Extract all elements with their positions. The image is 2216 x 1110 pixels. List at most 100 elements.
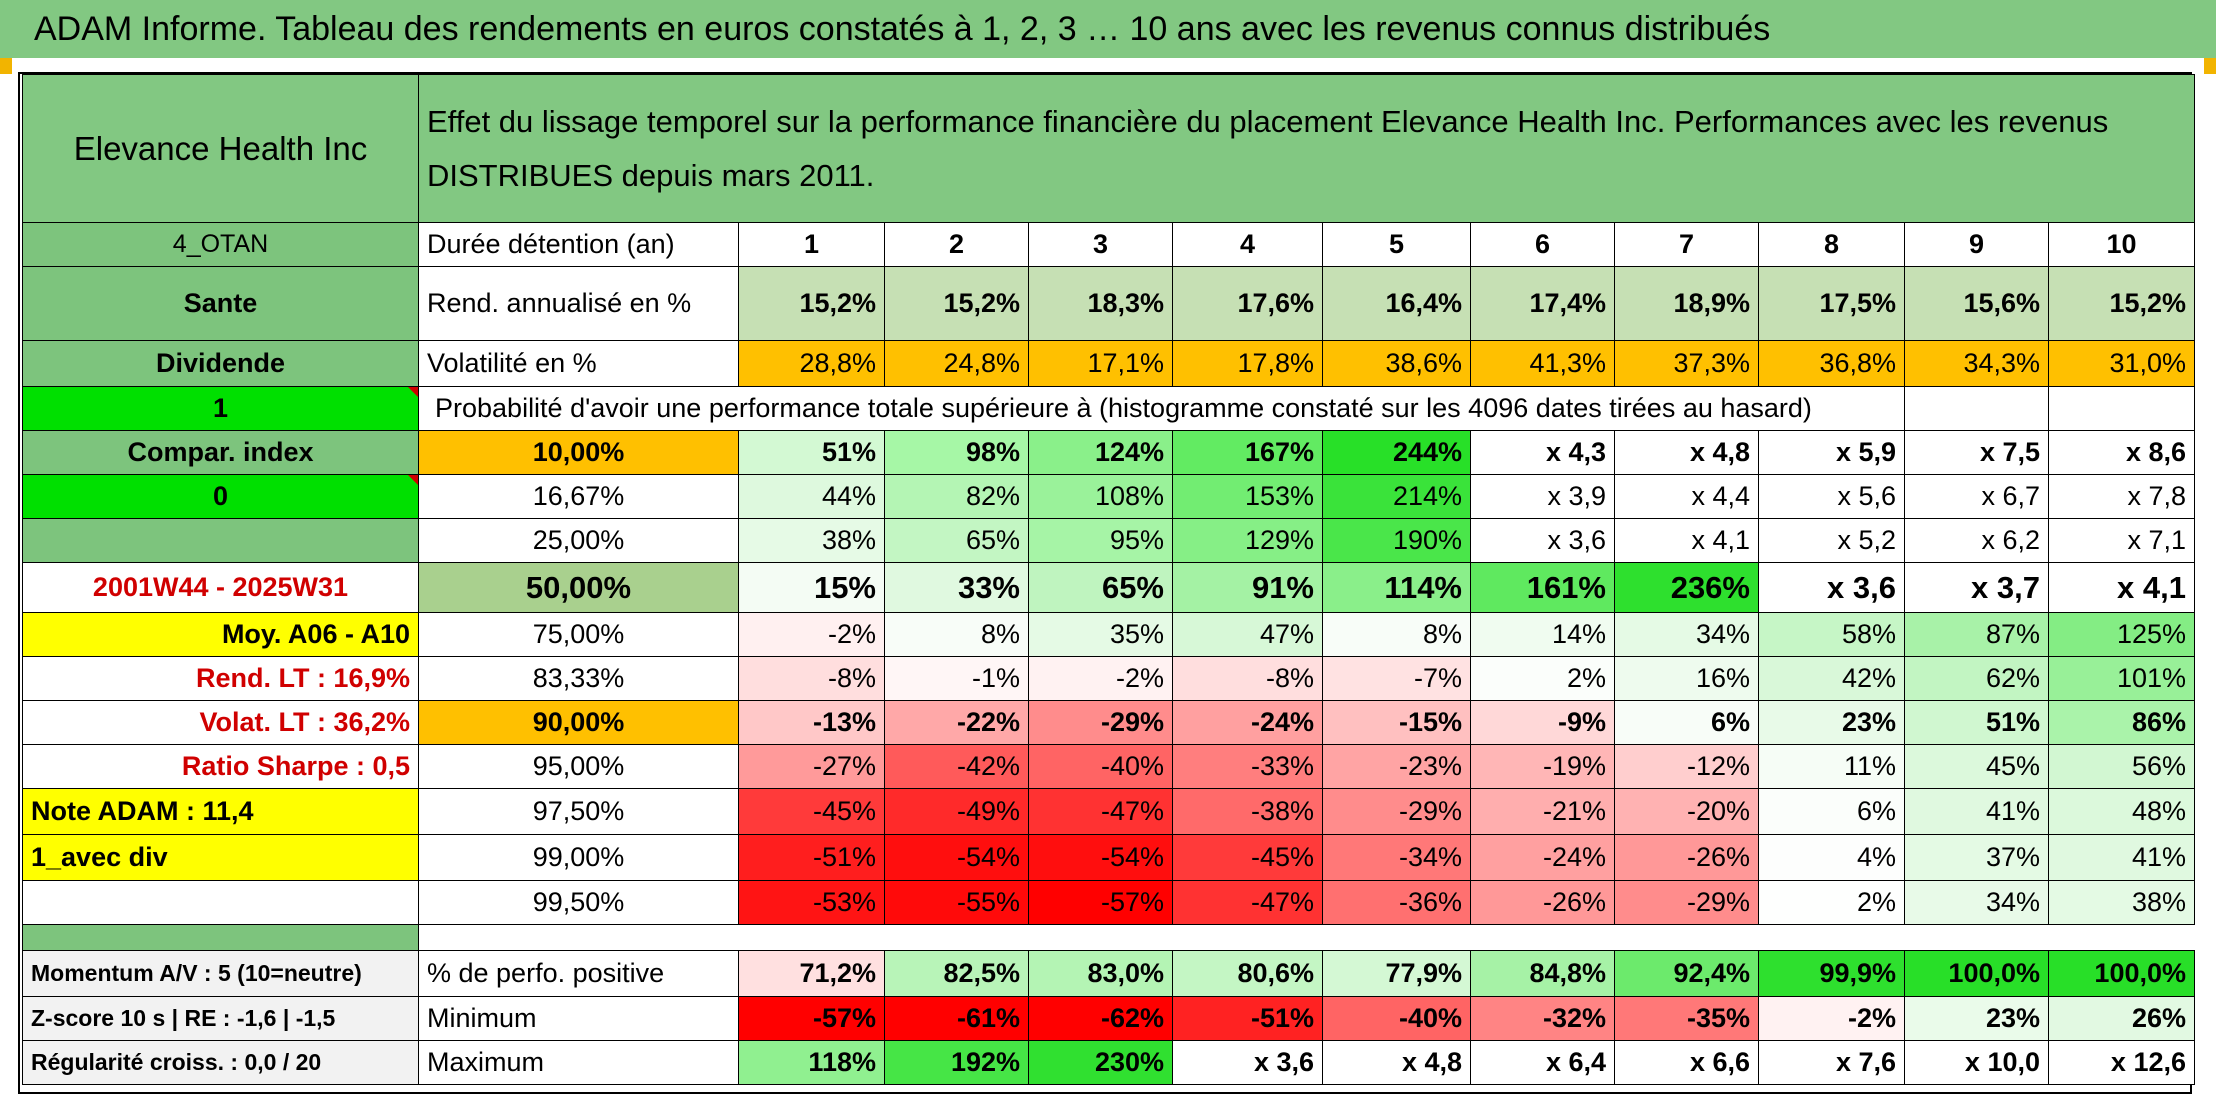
probability-value: x 6,2 — [1904, 518, 2049, 563]
probability-value: -1% — [884, 656, 1029, 701]
probability-value: 190% — [1322, 518, 1471, 563]
probability-value: -51% — [738, 834, 885, 881]
long-term-return-label: Rend. LT : 16,9% — [22, 656, 419, 701]
positive-value: 100,0% — [2048, 950, 2195, 997]
probability-value: 236% — [1614, 562, 1759, 613]
probability-value: 51% — [738, 430, 885, 475]
minimum-value: 23% — [1904, 996, 2049, 1041]
probability-value: 153% — [1172, 474, 1323, 519]
period-label: 2001W44 - 2025W31 — [22, 562, 419, 613]
probability-value: -21% — [1470, 788, 1615, 835]
probability-value: -15% — [1322, 700, 1471, 745]
probability-value: -53% — [738, 880, 885, 925]
probability-value: 11% — [1758, 744, 1905, 789]
probability-value: x 5,2 — [1758, 518, 1905, 563]
probability-value: -38% — [1172, 788, 1323, 835]
flag-zero: 0 — [22, 474, 419, 519]
probability-value: 35% — [1028, 612, 1173, 657]
positive-value: 77,9% — [1322, 950, 1471, 997]
probability-value: 4% — [1758, 834, 1905, 881]
probability-value: 244% — [1322, 430, 1471, 475]
probability-value: -2% — [738, 612, 885, 657]
probability-value: -23% — [1322, 744, 1471, 789]
annualized-value: 18,3% — [1028, 266, 1173, 341]
minimum-row: Z-score 10 s | RE : -1,6 | -1,5 Minimum -5… — [22, 996, 2195, 1041]
probability-value: 167% — [1172, 430, 1323, 475]
positive-value: 71,2% — [738, 950, 885, 997]
volatility-value: 41,3% — [1470, 340, 1615, 387]
maximum-label: Maximum — [418, 1040, 739, 1085]
report-title: ADAM Informe. Tableau des rendements en … — [0, 0, 2216, 58]
threshold-percent: 99,00% — [418, 834, 739, 881]
volatility-row: Dividende Volatilité en % 28,8% 24,8% 17,1% 1… — [22, 340, 2195, 387]
empty-cell — [2048, 386, 2195, 431]
maximum-value: x 6,4 — [1470, 1040, 1615, 1085]
positive-value: 99,9% — [1758, 950, 1905, 997]
annualized-value: 16,4% — [1322, 266, 1471, 341]
probability-value: -42% — [884, 744, 1029, 789]
variant-label: 1_avec div — [22, 834, 419, 881]
duration-year: 6 — [1470, 222, 1615, 267]
probability-value: -20% — [1614, 788, 1759, 835]
probability-value: -13% — [738, 700, 885, 745]
probability-value: 56% — [2048, 744, 2195, 789]
probability-value: -27% — [738, 744, 885, 789]
probability-value: 86% — [2048, 700, 2195, 745]
probability-value: x 3,7 — [1904, 562, 2049, 613]
positive-value: 80,6% — [1172, 950, 1323, 997]
probability-row: 2001W44 - 2025W31 50,00% 15% 33% 65% 91% 114% 1… — [22, 562, 2195, 613]
probability-row: 25,00% 38% 65% 95% 129% 190% x 3,6 x 4,1 x 5,2 x … — [22, 518, 2195, 563]
volatility-value: 38,6% — [1322, 340, 1471, 387]
probability-value: 82% — [884, 474, 1029, 519]
threshold-percent: 75,00% — [418, 612, 739, 657]
probability-value: x 5,6 — [1758, 474, 1905, 519]
probability-value: x 3,9 — [1470, 474, 1615, 519]
probability-value: x 3,6 — [1758, 562, 1905, 613]
minimum-label: Minimum — [418, 996, 739, 1041]
probability-value: x 4,1 — [2048, 562, 2195, 613]
probability-value: 124% — [1028, 430, 1173, 475]
probability-value: 41% — [2048, 834, 2195, 881]
probability-value: 2% — [1470, 656, 1615, 701]
probability-value: x 4,4 — [1614, 474, 1759, 519]
positive-value: 83,0% — [1028, 950, 1173, 997]
probability-value: 6% — [1614, 700, 1759, 745]
positive-row: Momentum A/V : 5 (10=neutre)% de perfo. … — [22, 950, 2195, 997]
probability-value: 62% — [1904, 656, 2049, 701]
probability-row: Rend. LT : 16,9% 83,33% -8% -1% -2% -8% -7% 2% 1… — [22, 656, 2195, 701]
probability-value: -9% — [1470, 700, 1615, 745]
probability-value: -36% — [1322, 880, 1471, 925]
probability-value: 2% — [1758, 880, 1905, 925]
probability-value: 51% — [1904, 700, 2049, 745]
probability-value: x 7,5 — [1904, 430, 2049, 475]
probability-value: 91% — [1172, 562, 1323, 613]
maximum-value: x 6,6 — [1614, 1040, 1759, 1085]
zscore-label: Z-score 10 s | RE : -1,6 | -1,5 — [22, 996, 419, 1041]
annualized-value: 15,2% — [884, 266, 1029, 341]
probability-value: 16% — [1614, 656, 1759, 701]
probability-value: -22% — [884, 700, 1029, 745]
maximum-value: 230% — [1028, 1040, 1173, 1085]
compar-index-label: Compar. index — [22, 430, 419, 475]
probability-value: 6% — [1758, 788, 1905, 835]
probability-value: 108% — [1028, 474, 1173, 519]
description: Effet du lissage temporel sur la perform… — [418, 74, 2195, 223]
probability-value: 65% — [1028, 562, 1173, 613]
volatility-value: 31,0% — [2048, 340, 2195, 387]
blank-left-cell — [22, 880, 419, 925]
volatility-value: 34,3% — [1904, 340, 2049, 387]
duration-row: 4_OTAN Durée détention (an) 1 2 3 4 5 6 7 8 9 10 — [22, 222, 2195, 267]
probability-value: 33% — [884, 562, 1029, 613]
probability-value: x 3,6 — [1470, 518, 1615, 563]
probability-value: -24% — [1470, 834, 1615, 881]
probability-value: 42% — [1758, 656, 1905, 701]
maximum-value: 118% — [738, 1040, 885, 1085]
probability-value: 87% — [1904, 612, 2049, 657]
probability-caption: Probabilité d'avoir une performance tota… — [418, 386, 1905, 431]
maximum-value: x 10,0 — [1904, 1040, 2049, 1085]
threshold-percent: 99,50% — [418, 880, 739, 925]
probability-value: -47% — [1028, 788, 1173, 835]
probability-value: 38% — [2048, 880, 2195, 925]
probability-value: x 4,8 — [1614, 430, 1759, 475]
probability-value: x 5,9 — [1758, 430, 1905, 475]
